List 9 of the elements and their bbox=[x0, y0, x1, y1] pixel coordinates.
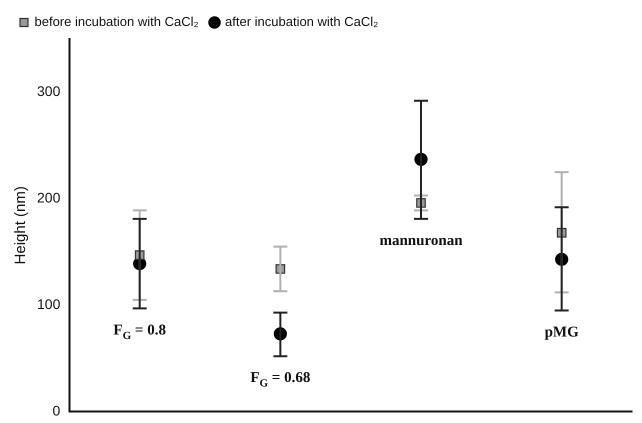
y-tick-label: 100 bbox=[37, 296, 61, 312]
y-tick-label: 300 bbox=[37, 83, 61, 100]
y-tick-label: 200 bbox=[37, 190, 61, 206]
y-tick-label: 0 bbox=[52, 402, 61, 418]
y-axis-title: Height (nm) bbox=[12, 186, 30, 264]
legend-label: before incubation with CaCl₂ bbox=[34, 14, 199, 30]
legend-label: after incubation with CaCl₂ bbox=[225, 14, 378, 30]
annotation: mannuronan bbox=[379, 232, 464, 249]
annotation: pMG bbox=[544, 324, 580, 340]
